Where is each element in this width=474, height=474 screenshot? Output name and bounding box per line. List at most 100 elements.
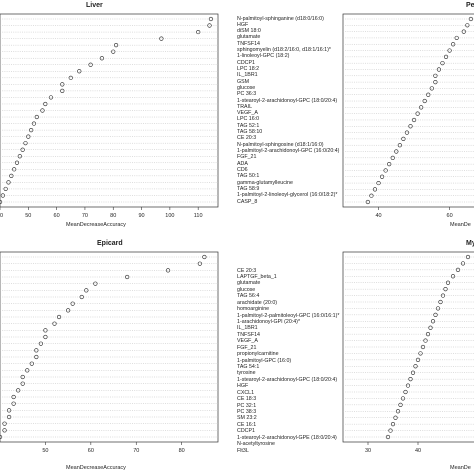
row-label: VEGF_A	[237, 338, 258, 345]
x-tick-label: 60	[54, 213, 60, 219]
epicard-title: Epicard	[97, 240, 123, 247]
data-point	[411, 117, 417, 123]
data-point	[12, 167, 17, 172]
x-tick-label: 60	[88, 448, 94, 454]
row-label: LAPTGF_beta_1	[237, 273, 277, 280]
data-point	[34, 354, 39, 360]
data-point	[408, 124, 413, 129]
data-point	[38, 341, 43, 346]
row-label: 1-linoleoyl-GPC (18:2)	[237, 53, 290, 60]
row-label: ADA	[237, 160, 248, 167]
data-point	[66, 308, 71, 313]
x-tick-label: 110	[194, 213, 203, 219]
row-label: arachidate (20:0)	[237, 299, 278, 306]
plot-frame	[0, 251, 219, 443]
data-point	[52, 321, 57, 326]
data-point	[165, 268, 171, 273]
data-point	[403, 389, 408, 395]
x-tick-label: 90	[138, 213, 144, 219]
x-tick-label: 40	[415, 448, 421, 454]
row-label: N-palmitoyl-sphingosine (d18:1/16:0)	[237, 141, 324, 148]
data-point	[395, 409, 401, 414]
data-point	[433, 73, 438, 78]
data-point	[400, 396, 406, 401]
data-point	[365, 199, 370, 205]
plot-frame	[342, 13, 474, 208]
liver-xlabel: MeanDecreaseAccuracy	[66, 222, 126, 228]
data-point	[196, 29, 201, 35]
data-point	[0, 199, 3, 205]
x-tick-label: 100	[165, 213, 174, 219]
x-tick-label: 50	[42, 448, 48, 454]
data-point	[408, 377, 413, 382]
row-label: TRAIL	[237, 103, 253, 110]
row-label: LPC 16:0	[237, 116, 260, 123]
data-point	[11, 401, 16, 406]
row-label: PC 38:3	[237, 408, 257, 415]
my-title: My	[466, 240, 474, 247]
epicard-xlabel: MeanDecreaseAccuracy	[66, 465, 126, 471]
row-label: diSM 18:0	[237, 28, 261, 35]
data-point	[460, 261, 466, 266]
data-point	[93, 281, 98, 286]
data-point	[34, 348, 39, 353]
row-label: GSM	[237, 78, 250, 85]
data-point	[404, 130, 410, 135]
data-point	[6, 414, 12, 420]
data-point	[84, 288, 89, 293]
data-point	[48, 95, 54, 100]
data-point	[430, 319, 436, 324]
row-label: 1-palmitoyl-GPC (16:0)	[237, 357, 292, 364]
row-label: SM 23:2	[237, 415, 257, 422]
data-point	[423, 338, 428, 343]
data-point	[415, 357, 421, 362]
data-point	[11, 394, 16, 400]
data-point	[369, 193, 374, 198]
data-point	[433, 312, 438, 317]
data-point	[465, 254, 471, 260]
data-point	[99, 56, 105, 61]
data-point	[20, 381, 25, 386]
data-point	[398, 402, 403, 407]
data-point	[14, 160, 20, 165]
data-point	[390, 422, 396, 427]
row-label: glucose	[237, 286, 256, 293]
plot-frame	[0, 13, 219, 208]
x-tick-label: 50	[25, 213, 31, 219]
data-point	[3, 186, 8, 192]
data-point	[31, 121, 37, 126]
liver-chart: 40 50 60 70 80 90 100 110	[0, 13, 219, 219]
data-point	[443, 54, 449, 59]
data-point	[2, 428, 7, 433]
my-chart: 30 40	[342, 251, 474, 454]
row-label: 1-stearoyl-2-arachidonoyl-GPC (18:0/20:4…	[237, 97, 338, 104]
data-point	[425, 332, 431, 337]
row-label: CASP_8	[237, 198, 258, 205]
row-label: CDCP1	[237, 428, 255, 435]
row-label: TAG 54:1	[237, 363, 260, 370]
row-label: 1-palmitoyl-2-arachidonoyl-GPC (16:0/20:…	[237, 148, 340, 155]
data-point	[436, 67, 442, 72]
row-label: TAG 50:1	[237, 173, 260, 180]
row-label: CE 20:3	[237, 267, 257, 274]
data-point	[6, 408, 12, 413]
row-label: CE 16:1	[237, 421, 257, 428]
x-tick-label: 80	[110, 213, 116, 219]
data-point	[17, 154, 22, 159]
data-point	[29, 128, 34, 133]
data-point	[397, 143, 402, 148]
data-point	[440, 293, 446, 298]
x-tick-label: 80	[179, 448, 185, 454]
data-point	[433, 80, 438, 85]
pe-labels: N-palmitoyl-sphinganine (d18:0/16:0) HGF d…	[237, 10, 347, 205]
data-point	[29, 361, 34, 366]
row-label: propionylcarnitine	[237, 351, 279, 358]
data-point	[125, 274, 130, 280]
row-label: glutamate	[237, 280, 261, 287]
row-label: PC 36:3	[237, 91, 257, 98]
liver-title: Liver	[86, 2, 103, 9]
data-point	[207, 23, 212, 28]
row-label: FGF_21	[237, 154, 257, 161]
data-point	[60, 82, 65, 87]
data-point	[447, 48, 452, 53]
